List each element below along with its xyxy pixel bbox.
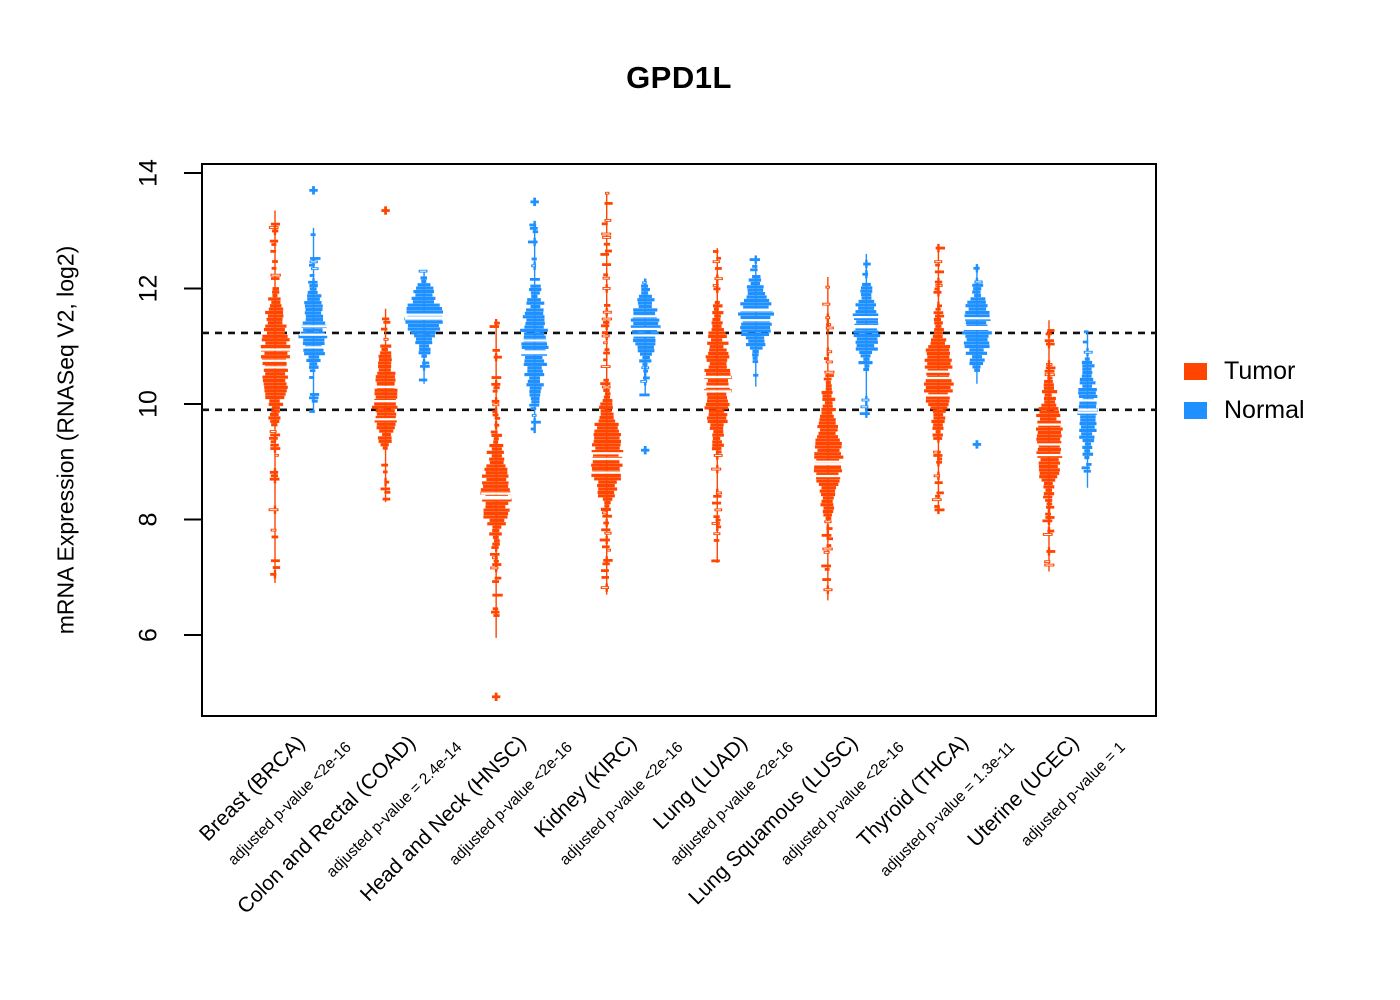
- violin-normal-THCA: [961, 264, 992, 449]
- tumor-swatch-icon: [1184, 363, 1207, 380]
- violin-tumor-THCA: [923, 243, 954, 515]
- y-tick-label: 14: [135, 159, 163, 187]
- violin-normal-COAD: [404, 269, 444, 384]
- y-tick-label: 10: [135, 390, 163, 418]
- legend-label-normal: Normal: [1224, 396, 1305, 424]
- legend-label-tumor: Tumor: [1224, 357, 1296, 385]
- y-tick-label: 8: [135, 513, 163, 527]
- x-axis-labels: Breast (BRCA)adjusted p-value <2e-16Colo…: [195, 731, 1129, 918]
- y-axis-ticks: 6 8 10 12 14: [135, 159, 202, 642]
- violin-tumor-BRCA: [260, 210, 291, 584]
- y-tick-label: 12: [135, 275, 163, 303]
- x-label-LUAD: Lung (LUAD): [649, 731, 752, 834]
- violin-normal-LUSC: [851, 253, 882, 418]
- normal-swatch-icon: [1184, 402, 1207, 419]
- violin-tumor-KIRC: [589, 191, 624, 595]
- plot-frame: [201, 163, 1157, 717]
- legend-item-normal: Normal: [1184, 391, 1305, 430]
- y-tick-label: 6: [135, 628, 163, 642]
- violin-tumor-COAD: [371, 206, 400, 503]
- violin-normal-UCEC: [1077, 330, 1099, 488]
- x-label-KIRC: Kidney (KIRC): [530, 731, 641, 842]
- legend-item-tumor: Tumor: [1184, 352, 1305, 391]
- plot-title: GPD1L: [626, 60, 732, 95]
- violin-tumor-UCEC: [1033, 320, 1064, 572]
- violin-tumor-LUSC: [812, 276, 844, 601]
- violin-tumor-LUAD: [703, 248, 732, 563]
- violin-normal-HNSC: [520, 197, 549, 434]
- violin-tumor-HNSC: [480, 318, 512, 701]
- violin-normal-BRCA: [298, 186, 328, 413]
- legend: Tumor Normal: [1184, 352, 1305, 430]
- violin-normal-LUAD: [737, 255, 775, 387]
- violin-normal-KIRC: [630, 278, 661, 455]
